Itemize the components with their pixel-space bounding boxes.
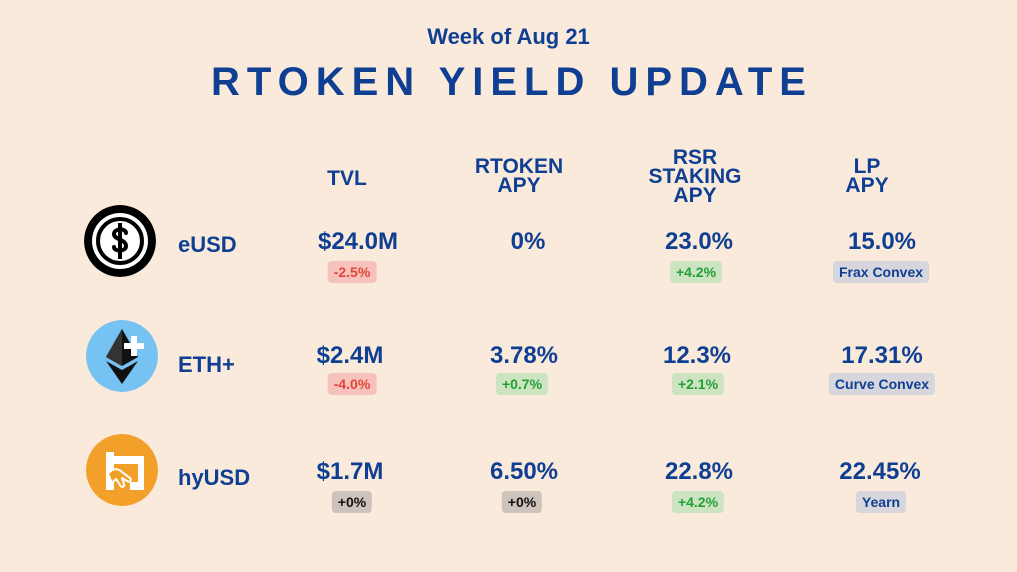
lp-apy-value: 15.0%: [847, 228, 917, 255]
rsr-apy-value: 12.3%: [662, 342, 732, 369]
tvl-value: $2.4M: [316, 342, 384, 369]
rsr-apy-value: 22.8%: [664, 458, 734, 485]
rtoken-apy-value: 3.78%: [489, 342, 559, 369]
tvl-change-badge: -2.5%: [327, 261, 377, 283]
rtoken-apy-value: 0%: [510, 228, 546, 255]
hyusd-hand-icon: [86, 434, 158, 506]
rsr-change-badge: +2.1%: [671, 373, 725, 395]
page-title: RTOKEN YIELD UPDATE: [211, 60, 813, 104]
rtoken-change-badge: +0%: [501, 491, 543, 513]
rtoken-change-badge: +0.7%: [495, 373, 549, 395]
tvl-value: $1.7M: [316, 458, 384, 485]
rsr-change-badge: +4.2%: [669, 261, 723, 283]
column-header-rsr-staking-apy: RSR STAKING APY: [648, 146, 742, 207]
rsr-change-badge: +4.2%: [671, 491, 725, 513]
tvl-change-badge: +0%: [331, 491, 373, 513]
tvl-change-badge: -4.0%: [327, 373, 377, 395]
rtoken-apy-value: 6.50%: [489, 458, 559, 485]
lp-apy-value: 22.45%: [839, 458, 921, 485]
lp-source-badge: Curve Convex: [828, 373, 936, 395]
token-name-ethplus: ETH+: [178, 352, 235, 377]
lp-source-badge: Frax Convex: [832, 261, 930, 283]
lp-apy-value: 17.31%: [841, 342, 923, 369]
week-label: Week of Aug 21: [427, 24, 590, 49]
tvl-value: $24.0M: [317, 228, 399, 255]
rsr-apy-value: 23.0%: [664, 228, 734, 255]
ethereum-plus-icon: [86, 320, 158, 392]
lp-source-badge: Yearn: [855, 491, 907, 513]
column-header-rtoken-apy: RTOKEN APY: [474, 155, 564, 197]
token-name-eusd: eUSD: [178, 232, 237, 257]
token-name-hyusd: hyUSD: [178, 465, 251, 490]
column-header-tvl: TVL: [327, 167, 367, 190]
dollar-circle-icon: [84, 205, 156, 277]
column-header-lp-apy: LP APY: [845, 155, 889, 197]
